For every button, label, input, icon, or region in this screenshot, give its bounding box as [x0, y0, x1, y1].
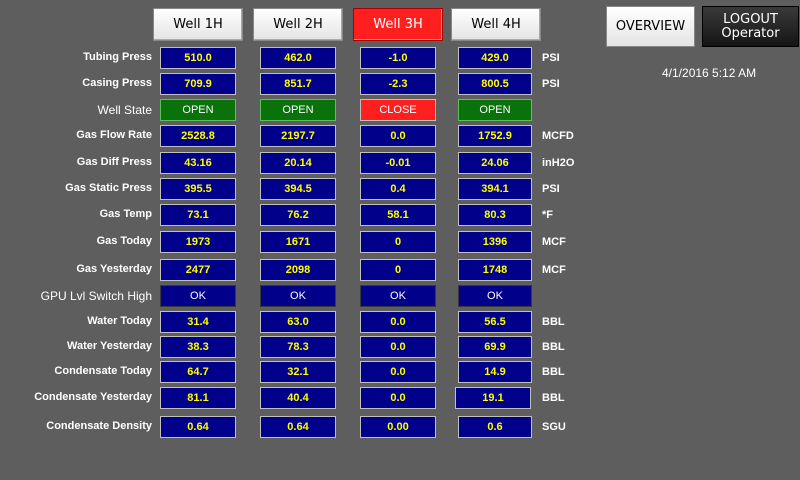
unit-label: BBL [542, 316, 565, 328]
row-label: Water Today [87, 315, 152, 327]
well-4h-button[interactable]: Well 4H [451, 8, 541, 41]
unit-label: SGU [542, 421, 566, 433]
value-display: 851.7 [260, 73, 336, 95]
well-state-indicator: OPEN [160, 99, 236, 121]
value-display: 40.4 [260, 387, 336, 409]
value-display: 56.5 [458, 311, 532, 333]
row-label: Tubing Press [83, 51, 152, 63]
row-label: Gas Static Press [65, 182, 152, 194]
value-display: 1752.9 [458, 125, 532, 147]
unit-label: BBL [542, 366, 565, 378]
value-display: 0.64 [160, 416, 236, 438]
value-display: 0.64 [260, 416, 336, 438]
value-display: 0 [360, 259, 436, 281]
value-display: 394.1 [458, 178, 532, 200]
row-label: Gas Flow Rate [76, 129, 152, 141]
value-display: 0.0 [360, 361, 436, 383]
unit-label: *F [542, 209, 553, 221]
unit-label: MCFD [542, 130, 574, 142]
switch-status-indicator: OK [260, 285, 336, 307]
well-1h-button[interactable]: Well 1H [153, 8, 243, 41]
unit-label: BBL [542, 341, 565, 353]
value-display: 0.00 [360, 416, 436, 438]
value-display: 81.1 [160, 387, 236, 409]
value-display: 32.1 [260, 361, 336, 383]
row-label: Condensate Yesterday [34, 391, 152, 403]
unit-label: inH2O [542, 157, 575, 169]
well-3h-button[interactable]: Well 3H [353, 8, 443, 41]
value-display: 24.06 [458, 152, 532, 174]
value-display: 510.0 [160, 47, 236, 69]
well-state-indicator: OPEN [260, 99, 336, 121]
value-display: 2197.7 [260, 125, 336, 147]
row-label: Gas Diff Press [76, 156, 152, 168]
value-display: 76.2 [260, 204, 336, 226]
value-display: 80.3 [458, 204, 532, 226]
value-display: 800.5 [458, 73, 532, 95]
switch-status-indicator: OK [458, 285, 532, 307]
logout-user-label: Operator [721, 25, 780, 41]
value-display: 709.9 [160, 73, 236, 95]
switch-status-indicator: OK [360, 285, 436, 307]
value-display: 1748 [458, 259, 532, 281]
value-display: 394.5 [260, 178, 336, 200]
value-display: 38.3 [160, 336, 236, 358]
value-display: 0.4 [360, 178, 436, 200]
value-display: 1671 [260, 231, 336, 253]
row-label: Condensate Today [54, 365, 152, 377]
value-display: 2477 [160, 259, 236, 281]
value-display: 78.3 [260, 336, 336, 358]
value-display: 31.4 [160, 311, 236, 333]
value-display: 2528.8 [160, 125, 236, 147]
value-display: 2098 [260, 259, 336, 281]
overview-button-label: OVERVIEW [615, 18, 686, 34]
row-label: GPU Lvl Switch High [40, 289, 152, 303]
value-display: 429.0 [458, 47, 532, 69]
unit-label: PSI [542, 78, 560, 90]
value-display: 0.0 [360, 311, 436, 333]
unit-label: BBL [542, 392, 565, 404]
value-display: 73.1 [160, 204, 236, 226]
value-display: 58.1 [360, 204, 436, 226]
value-display: 0 [360, 231, 436, 253]
unit-label: PSI [542, 183, 560, 195]
value-display: 1396 [458, 231, 532, 253]
row-label: Gas Today [96, 235, 152, 247]
row-label: Gas Temp [99, 208, 152, 220]
switch-status-indicator: OK [160, 285, 236, 307]
value-display: 0.0 [360, 387, 436, 409]
value-display: 20.14 [260, 152, 336, 174]
row-label: Casing Press [82, 77, 152, 89]
value-display: 395.5 [160, 178, 236, 200]
value-display: 0.0 [360, 336, 436, 358]
row-label: Condensate Density [46, 420, 152, 432]
value-display: 0.0 [360, 125, 436, 147]
overview-button[interactable]: OVERVIEW [606, 6, 695, 47]
value-display: 19.1 [455, 387, 531, 409]
value-display: 0.6 [458, 416, 532, 438]
logout-button-label: LOGOUT [723, 11, 778, 27]
value-display: -2.3 [360, 73, 436, 95]
well-state-indicator: OPEN [458, 99, 532, 121]
row-label: Gas Yesterday [76, 263, 152, 275]
value-display: 43.16 [160, 152, 236, 174]
logout-button[interactable]: LOGOUT Operator [702, 6, 799, 47]
value-display: 63.0 [260, 311, 336, 333]
value-display: 14.9 [458, 361, 532, 383]
row-label: Water Yesterday [67, 340, 152, 352]
current-datetime: 4/1/2016 5:12 AM [662, 66, 757, 80]
unit-label: MCF [542, 264, 566, 276]
well-2h-button[interactable]: Well 2H [253, 8, 343, 41]
value-display: 64.7 [160, 361, 236, 383]
unit-label: MCF [542, 236, 566, 248]
well-state-indicator: CLOSE [360, 99, 436, 121]
row-label: Well State [97, 103, 152, 117]
value-display: 1973 [160, 231, 236, 253]
value-display: 69.9 [458, 336, 532, 358]
value-display: -0.01 [360, 152, 436, 174]
value-display: 462.0 [260, 47, 336, 69]
value-display: -1.0 [360, 47, 436, 69]
unit-label: PSI [542, 52, 560, 64]
